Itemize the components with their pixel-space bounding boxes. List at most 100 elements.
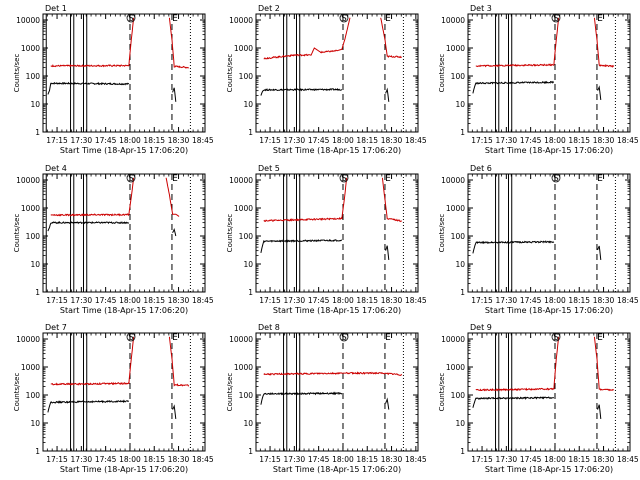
y-tick-label: 1 (35, 128, 40, 137)
x-tick-label: 18:30 (168, 455, 190, 464)
x-tick-label: 18:30 (593, 296, 615, 305)
y-tick-label: 10000 (16, 16, 40, 25)
y-tick-label: 10000 (441, 335, 465, 344)
plot-frame (255, 13, 419, 133)
lld-series-line (380, 17, 403, 59)
events-series-line (385, 397, 390, 410)
y-tick-label: 10 (243, 260, 253, 269)
start-marker-circle (339, 332, 349, 342)
x-tick-label: 18:45 (405, 455, 427, 464)
lld-series-line (593, 336, 615, 392)
y-tick-label: 100 (26, 391, 41, 400)
y-tick-label: 1000 (234, 363, 253, 372)
x-tick-label: 17:45 (520, 455, 542, 464)
y-tick-label: 10 (30, 260, 40, 269)
y-tick-label: 1000 (234, 44, 253, 53)
x-tick-label: 17:45 (308, 455, 330, 464)
lld-series-line (381, 177, 402, 223)
y-tick-label: 100 (451, 232, 466, 241)
events-series-line (472, 80, 555, 94)
start-marker-circle (551, 13, 561, 23)
y-tick-label: 100 (239, 391, 254, 400)
x-tick-label: 18:30 (593, 455, 615, 464)
plot-frame (255, 173, 419, 293)
panel-title: Det 2 (258, 4, 280, 13)
plot-frame (255, 332, 419, 452)
x-tick-label: 17:15 (259, 455, 281, 464)
panel-7: 1 10 100 1000 10000 17:15 17:30 17:45 18:00 18:15… (13, 323, 214, 474)
y-tick-label: 10 (455, 419, 465, 428)
events-series-line (597, 404, 602, 419)
end-marker-label: E (385, 174, 391, 184)
y-axis-label: Counts/sec (226, 54, 234, 93)
x-tick-label: 17:45 (308, 296, 330, 305)
x-tick-label: 18:00 (544, 136, 566, 145)
events-series-line (260, 238, 343, 254)
lld-series-line (168, 17, 190, 69)
start-marker-circle (339, 173, 349, 183)
events-series-line (597, 245, 602, 260)
y-axis-label: Counts/sec (438, 373, 446, 412)
x-axis-label: Start Time (18-Apr-15 17:06:20) (273, 465, 401, 474)
y-tick-label: 100 (451, 391, 466, 400)
x-tick-label: 18:45 (192, 296, 214, 305)
start-marker-label: S (341, 333, 347, 343)
x-tick-label: 18:45 (192, 136, 214, 145)
y-tick-label: 10000 (16, 176, 40, 185)
y-axis-label: Counts/sec (226, 373, 234, 412)
y-axis-label: Counts/sec (13, 373, 21, 412)
y-axis-label: Counts/sec (13, 54, 21, 93)
lld-series-line (168, 336, 190, 387)
y-tick-label: 1000 (21, 44, 40, 53)
x-tick-label: 17:30 (284, 296, 306, 305)
y-tick-label: 1000 (21, 204, 40, 213)
x-tick-label: 17:30 (496, 296, 518, 305)
y-tick-label: 1000 (234, 204, 253, 213)
x-tick-label: 18:30 (168, 296, 190, 305)
events-series-line (172, 228, 177, 237)
y-tick-label: 1000 (21, 363, 40, 372)
x-tick-label: 18:15 (356, 296, 378, 305)
x-tick-label: 18:45 (405, 136, 427, 145)
panel-5: 1 10 100 1000 10000 17:15 17:30 17:45 18:00 18:15… (226, 164, 427, 315)
x-tick-label: 18:30 (381, 296, 403, 305)
events-series-line (597, 85, 602, 100)
plot-frame (42, 13, 206, 133)
x-tick-label: 18:15 (568, 455, 590, 464)
plot-frame (467, 173, 631, 293)
x-axis-label: Start Time (18-Apr-15 17:06:20) (60, 146, 188, 155)
x-tick-label: 17:15 (471, 455, 493, 464)
start-marker-label: S (553, 14, 559, 24)
x-tick-label: 18:15 (143, 455, 165, 464)
x-axis-label: Start Time (18-Apr-15 17:06:20) (60, 306, 188, 315)
x-tick-label: 18:45 (405, 296, 427, 305)
x-tick-label: 18:00 (544, 296, 566, 305)
end-marker-label: E (385, 333, 391, 343)
x-tick-label: 17:45 (520, 136, 542, 145)
x-tick-label: 17:45 (520, 296, 542, 305)
x-tick-label: 18:30 (593, 136, 615, 145)
start-marker-circle (126, 173, 136, 183)
y-tick-label: 1 (248, 128, 253, 137)
plot-frame (467, 332, 631, 452)
end-marker-label: E (172, 333, 178, 343)
x-tick-label: 17:45 (95, 136, 117, 145)
x-tick-label: 18:00 (332, 455, 354, 464)
x-tick-label: 18:45 (617, 455, 639, 464)
y-tick-label: 1 (460, 288, 465, 297)
plot-frame (42, 332, 206, 452)
y-tick-label: 10000 (229, 16, 253, 25)
panel-2: 1 10 100 1000 10000 17:15 17:30 17:45 18:00 18:15… (226, 4, 427, 155)
y-tick-label: 10000 (16, 335, 40, 344)
x-axis-label: Start Time (18-Apr-15 17:06:20) (485, 465, 613, 474)
plot-frame (42, 173, 206, 293)
x-tick-label: 18:00 (119, 296, 141, 305)
panel-title: Det 1 (45, 4, 67, 13)
y-tick-label: 10000 (229, 335, 253, 344)
end-marker-label: E (385, 14, 391, 24)
panel-title: Det 9 (470, 323, 492, 332)
x-tick-label: 17:45 (95, 296, 117, 305)
x-tick-label: 18:30 (381, 455, 403, 464)
x-tick-label: 18:00 (119, 136, 141, 145)
x-tick-label: 18:15 (568, 136, 590, 145)
